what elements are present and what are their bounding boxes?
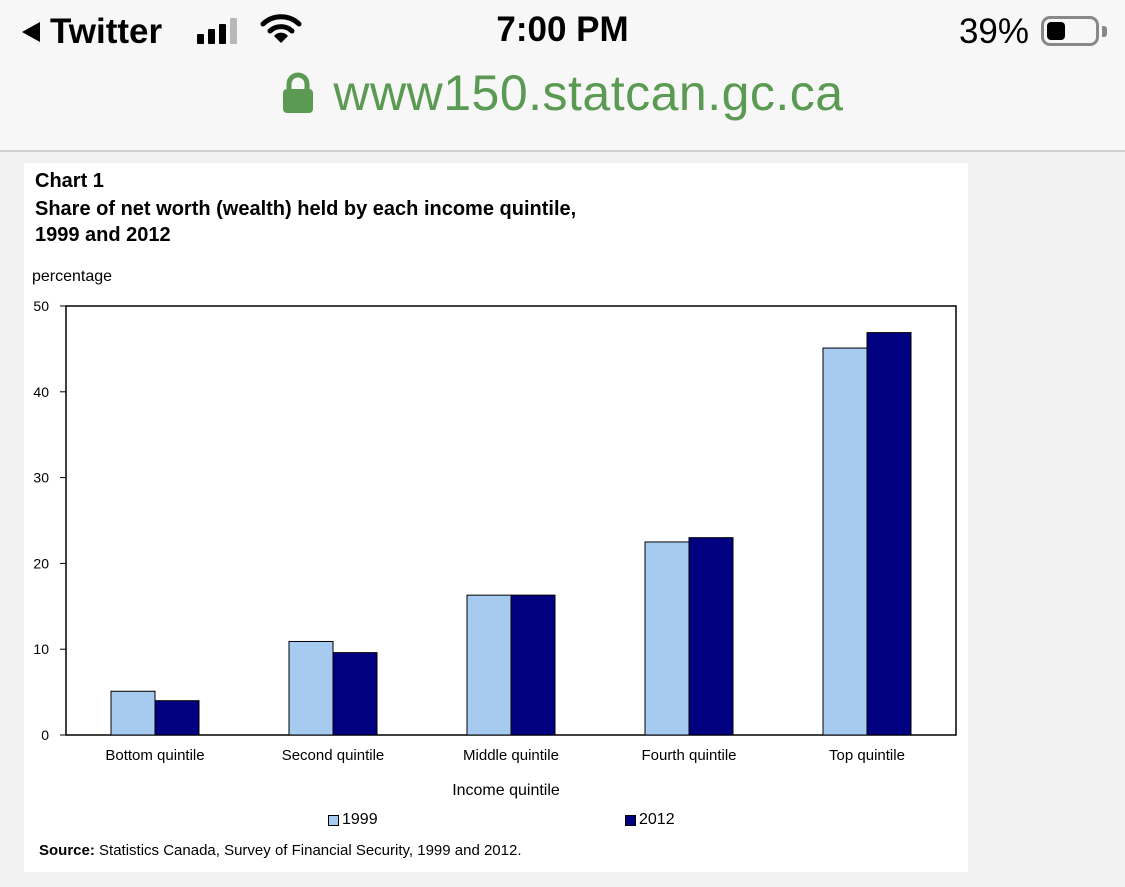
y-axis-label: percentage: [32, 268, 112, 285]
address-bar[interactable]: www150.statcan.gc.ca: [0, 62, 1125, 152]
battery-level: [1047, 22, 1065, 40]
source-note: Source: Statistics Canada, Survey of Fin…: [39, 842, 522, 859]
y-tick-label-40: 40: [33, 384, 49, 400]
bar-2012-3: [510, 594, 556, 736]
legend-label-2012: 2012: [639, 811, 675, 828]
x-tick-label-1: Bottom quintile: [105, 747, 204, 764]
bar-1999-4: [644, 541, 690, 736]
back-to-app-link[interactable]: Twitter: [22, 10, 162, 54]
chart-title: Share of net worth (wealth) held by each…: [35, 196, 735, 248]
bar-1999-1: [110, 690, 156, 736]
battery-percentage: 39%: [958, 12, 1029, 51]
x-tick-label-3: Middle quintile: [463, 747, 559, 764]
status-bar: Twitter 7:00 PM 39%: [0, 0, 1125, 62]
legend-item-1999: 1999: [328, 811, 378, 829]
bar-2012-4: [688, 537, 734, 736]
bar-2012-1: [154, 700, 200, 736]
battery-cap: [1102, 26, 1107, 37]
x-axis-label: Income quintile: [452, 782, 560, 799]
source-label: Source:: [39, 842, 95, 859]
wifi-icon: [260, 14, 302, 43]
y-tick-label-0: 0: [41, 727, 49, 743]
x-tick-label-4: Fourth quintile: [641, 747, 736, 764]
x-tick-label-5: Top quintile: [829, 747, 905, 764]
chart-panel: Chart 1 Share of net worth (wealth) held…: [24, 163, 968, 872]
y-tick-label-20: 20: [33, 555, 49, 571]
legend-label-1999: 1999: [342, 811, 378, 828]
bar-1999-5: [822, 347, 868, 736]
y-tick-label-50: 50: [33, 298, 49, 314]
source-text: Statistics Canada, Survey of Financial S…: [94, 842, 522, 859]
chart-title-line-2: 1999 and 2012: [35, 224, 171, 246]
legend-swatch-2012: [625, 814, 636, 826]
chart-title-line-1: Share of net worth (wealth) held by each…: [35, 198, 577, 220]
lock-icon: [283, 72, 314, 113]
url-text[interactable]: www150.statcan.gc.ca: [333, 65, 844, 121]
chart-label: Chart 1: [35, 170, 104, 192]
y-tick-label-30: 30: [33, 470, 49, 486]
bar-2012-5: [866, 332, 912, 736]
x-tick-label-2: Second quintile: [282, 747, 385, 764]
bar-chart: percentage 0 10 20 30 40 50 Bottom quintile Seco…: [32, 268, 957, 799]
y-tick-label-10: 10: [33, 641, 49, 657]
legend-swatch-1999: [328, 814, 339, 826]
battery-icon: [1041, 16, 1099, 46]
bar-1999-3: [466, 594, 512, 736]
bar-2012-2: [332, 652, 378, 736]
back-app-label: Twitter: [50, 12, 163, 51]
legend-item-2012: 2012: [625, 811, 675, 829]
status-time: 7:00 PM: [496, 10, 629, 49]
cellular-signal-icon: [197, 18, 237, 44]
bar-1999-2: [288, 640, 334, 736]
back-arrow-icon: [22, 22, 40, 42]
